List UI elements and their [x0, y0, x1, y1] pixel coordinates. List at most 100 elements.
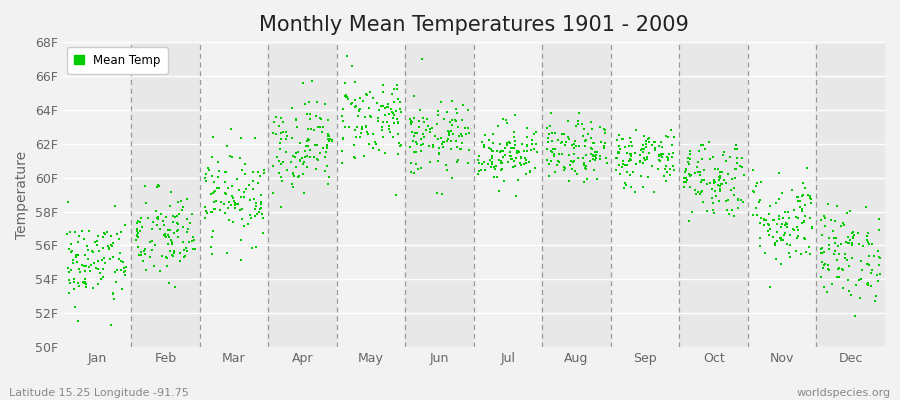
Point [224, 202, 238, 208]
Point [114, 258, 129, 265]
Point [728, 166, 742, 172]
Point [511, 148, 526, 154]
Point [561, 118, 575, 124]
Point [642, 139, 656, 146]
Point [656, 151, 670, 158]
Point [285, 181, 300, 187]
Point [347, 97, 362, 104]
Point [402, 144, 417, 150]
Point [365, 145, 380, 151]
Point [325, 138, 339, 144]
Point [530, 149, 544, 155]
Point [356, 98, 370, 104]
Point [162, 227, 176, 234]
Point [391, 82, 405, 89]
Point [728, 146, 742, 152]
Point [177, 247, 192, 254]
Point [527, 146, 542, 152]
Point [579, 152, 593, 158]
Point [713, 175, 727, 182]
Point [598, 140, 612, 146]
Point [860, 230, 875, 236]
Point [822, 235, 836, 241]
Point [207, 178, 221, 185]
Point [508, 112, 522, 118]
Point [95, 257, 110, 263]
Point [279, 128, 293, 135]
Point [567, 140, 581, 147]
Point [774, 220, 788, 227]
Point [429, 190, 444, 197]
Point [482, 145, 496, 152]
Point [165, 252, 179, 258]
Point [416, 131, 430, 138]
Point [588, 149, 602, 155]
Point [653, 158, 668, 164]
Point [798, 202, 813, 208]
Point [374, 124, 389, 130]
Point [814, 217, 828, 224]
Point [90, 238, 104, 244]
Point [461, 160, 475, 166]
Point [61, 277, 76, 283]
Point [697, 177, 711, 183]
Point [165, 239, 179, 245]
Point [860, 282, 875, 289]
Point [375, 126, 390, 133]
Point [814, 250, 829, 257]
Point [180, 248, 194, 254]
Point [404, 121, 419, 127]
Point [817, 212, 832, 219]
Point [212, 185, 227, 192]
Point [313, 115, 328, 121]
Point [485, 161, 500, 167]
Point [320, 144, 334, 150]
Point [519, 157, 534, 163]
Point [248, 196, 262, 202]
Point [267, 118, 282, 125]
Point [706, 154, 720, 160]
Point [652, 157, 666, 163]
Point [63, 280, 77, 287]
Point [246, 186, 260, 193]
Point [659, 177, 673, 184]
Point [130, 232, 144, 238]
Point [804, 200, 818, 206]
Point [572, 143, 586, 149]
Point [474, 160, 489, 167]
Point [391, 151, 405, 158]
Point [860, 233, 875, 240]
Point [113, 250, 128, 256]
Point [830, 274, 844, 280]
Point [706, 206, 721, 213]
Bar [611, 42, 680, 347]
Point [344, 101, 358, 108]
Point [302, 99, 316, 105]
Point [97, 230, 112, 236]
Point [622, 158, 636, 164]
Point [482, 157, 497, 164]
Point [554, 151, 569, 158]
Point [79, 284, 94, 290]
Point [252, 172, 266, 179]
Point [585, 156, 599, 162]
Point [75, 262, 89, 269]
Point [340, 52, 355, 59]
Point [392, 140, 407, 146]
Point [778, 221, 793, 227]
Point [503, 153, 517, 159]
Point [493, 148, 508, 154]
Point [185, 234, 200, 241]
Point [817, 284, 832, 291]
Point [449, 138, 464, 144]
Point [352, 108, 366, 114]
Point [715, 181, 729, 187]
Point [706, 179, 721, 185]
Point [659, 163, 673, 169]
Point [440, 136, 454, 142]
Point [642, 135, 656, 142]
Point [407, 170, 421, 176]
Point [796, 191, 810, 198]
Point [593, 124, 608, 130]
Point [104, 322, 118, 328]
